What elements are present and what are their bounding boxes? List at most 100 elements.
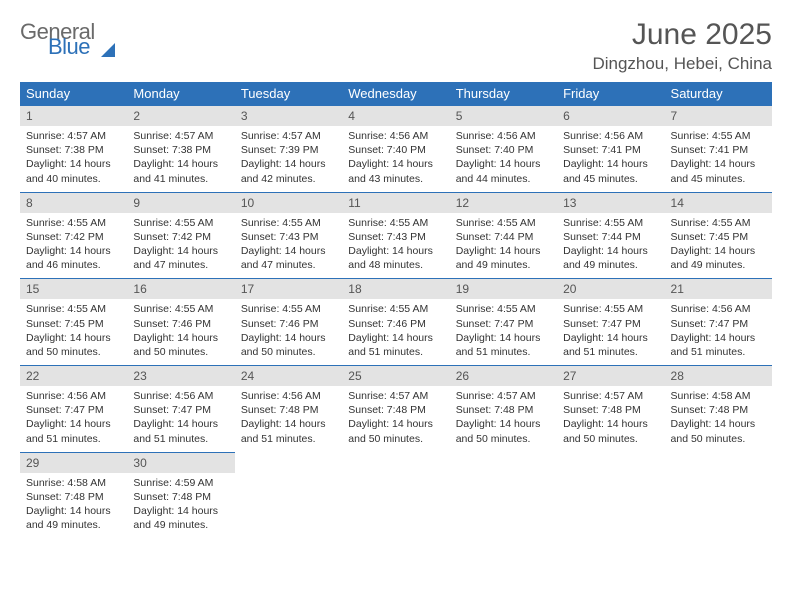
sunrise-text: Sunrise: 4:55 AM (348, 302, 443, 316)
calendar-cell: 18Sunrise: 4:55 AMSunset: 7:46 PMDayligh… (342, 278, 449, 365)
sunrise-text: Sunrise: 4:56 AM (348, 129, 443, 143)
day-details: Sunrise: 4:55 AMSunset: 7:46 PMDaylight:… (127, 299, 234, 365)
sunset-text: Sunset: 7:43 PM (348, 230, 443, 244)
sunset-text: Sunset: 7:48 PM (241, 403, 336, 417)
day-details: Sunrise: 4:55 AMSunset: 7:47 PMDaylight:… (557, 299, 664, 365)
sunrise-text: Sunrise: 4:56 AM (563, 129, 658, 143)
daylight-text: Daylight: 14 hours and 51 minutes. (671, 331, 766, 359)
sunset-text: Sunset: 7:38 PM (133, 143, 228, 157)
daylight-text: Daylight: 14 hours and 40 minutes. (26, 157, 121, 185)
sunrise-text: Sunrise: 4:56 AM (26, 389, 121, 403)
daylight-text: Daylight: 14 hours and 41 minutes. (133, 157, 228, 185)
title-block: June 2025 Dingzhou, Hebei, China (592, 18, 772, 74)
day-details: Sunrise: 4:55 AMSunset: 7:42 PMDaylight:… (20, 213, 127, 279)
sunset-text: Sunset: 7:48 PM (133, 490, 228, 504)
calendar-cell: 12Sunrise: 4:55 AMSunset: 7:44 PMDayligh… (450, 192, 557, 279)
calendar-cell: 17Sunrise: 4:55 AMSunset: 7:46 PMDayligh… (235, 278, 342, 365)
day-details: Sunrise: 4:59 AMSunset: 7:48 PMDaylight:… (127, 473, 234, 539)
day-number: 20 (557, 278, 664, 299)
sunset-text: Sunset: 7:44 PM (456, 230, 551, 244)
day-number: 26 (450, 365, 557, 386)
day-details: Sunrise: 4:56 AMSunset: 7:47 PMDaylight:… (127, 386, 234, 452)
daylight-text: Daylight: 14 hours and 50 minutes. (563, 417, 658, 445)
day-number: 8 (20, 192, 127, 213)
calendar-week: 22Sunrise: 4:56 AMSunset: 7:47 PMDayligh… (20, 365, 772, 452)
daylight-text: Daylight: 14 hours and 49 minutes. (26, 504, 121, 532)
day-details: Sunrise: 4:57 AMSunset: 7:48 PMDaylight:… (450, 386, 557, 452)
day-number: 11 (342, 192, 449, 213)
daylight-text: Daylight: 14 hours and 47 minutes. (241, 244, 336, 272)
calendar-body: 1Sunrise: 4:57 AMSunset: 7:38 PMDaylight… (20, 105, 772, 538)
weekday-header: Saturday (665, 82, 772, 105)
calendar-cell: 3Sunrise: 4:57 AMSunset: 7:39 PMDaylight… (235, 105, 342, 192)
weekday-header: Monday (127, 82, 234, 105)
sunset-text: Sunset: 7:43 PM (241, 230, 336, 244)
daylight-text: Daylight: 14 hours and 49 minutes. (671, 244, 766, 272)
sunset-text: Sunset: 7:46 PM (241, 317, 336, 331)
daylight-text: Daylight: 14 hours and 51 minutes. (26, 417, 121, 445)
sunrise-text: Sunrise: 4:55 AM (26, 302, 121, 316)
daylight-text: Daylight: 14 hours and 50 minutes. (348, 417, 443, 445)
daylight-text: Daylight: 14 hours and 45 minutes. (563, 157, 658, 185)
day-number: 10 (235, 192, 342, 213)
day-details: Sunrise: 4:56 AMSunset: 7:40 PMDaylight:… (450, 126, 557, 192)
day-details: Sunrise: 4:56 AMSunset: 7:41 PMDaylight:… (557, 126, 664, 192)
day-number: 15 (20, 278, 127, 299)
sunrise-text: Sunrise: 4:57 AM (241, 129, 336, 143)
calendar-cell: 13Sunrise: 4:55 AMSunset: 7:44 PMDayligh… (557, 192, 664, 279)
calendar-cell: 4Sunrise: 4:56 AMSunset: 7:40 PMDaylight… (342, 105, 449, 192)
daylight-text: Daylight: 14 hours and 46 minutes. (26, 244, 121, 272)
day-details: Sunrise: 4:56 AMSunset: 7:40 PMDaylight:… (342, 126, 449, 192)
sunrise-text: Sunrise: 4:57 AM (456, 389, 551, 403)
calendar-cell: 7Sunrise: 4:55 AMSunset: 7:41 PMDaylight… (665, 105, 772, 192)
daylight-text: Daylight: 14 hours and 50 minutes. (671, 417, 766, 445)
sunrise-text: Sunrise: 4:58 AM (671, 389, 766, 403)
day-details: Sunrise: 4:55 AMSunset: 7:43 PMDaylight:… (342, 213, 449, 279)
day-details: Sunrise: 4:58 AMSunset: 7:48 PMDaylight:… (665, 386, 772, 452)
weekday-header: Friday (557, 82, 664, 105)
daylight-text: Daylight: 14 hours and 50 minutes. (133, 331, 228, 359)
weekday-header: Wednesday (342, 82, 449, 105)
day-number: 3 (235, 105, 342, 126)
daylight-text: Daylight: 14 hours and 51 minutes. (456, 331, 551, 359)
calendar-cell (342, 452, 449, 539)
sunset-text: Sunset: 7:48 PM (563, 403, 658, 417)
sunset-text: Sunset: 7:45 PM (26, 317, 121, 331)
calendar-cell: 22Sunrise: 4:56 AMSunset: 7:47 PMDayligh… (20, 365, 127, 452)
sunrise-text: Sunrise: 4:55 AM (241, 302, 336, 316)
calendar-cell (235, 452, 342, 539)
daylight-text: Daylight: 14 hours and 51 minutes. (241, 417, 336, 445)
sunset-text: Sunset: 7:44 PM (563, 230, 658, 244)
day-number: 2 (127, 105, 234, 126)
sunrise-text: Sunrise: 4:57 AM (563, 389, 658, 403)
sunrise-text: Sunrise: 4:55 AM (456, 302, 551, 316)
sunset-text: Sunset: 7:42 PM (26, 230, 121, 244)
calendar-week: 1Sunrise: 4:57 AMSunset: 7:38 PMDaylight… (20, 105, 772, 192)
day-number: 29 (20, 452, 127, 473)
calendar-cell (450, 452, 557, 539)
calendar-week: 15Sunrise: 4:55 AMSunset: 7:45 PMDayligh… (20, 278, 772, 365)
day-number: 16 (127, 278, 234, 299)
sunrise-text: Sunrise: 4:57 AM (348, 389, 443, 403)
sunset-text: Sunset: 7:46 PM (348, 317, 443, 331)
sunset-text: Sunset: 7:41 PM (671, 143, 766, 157)
sunrise-text: Sunrise: 4:55 AM (671, 129, 766, 143)
day-details: Sunrise: 4:55 AMSunset: 7:44 PMDaylight:… (450, 213, 557, 279)
sunrise-text: Sunrise: 4:55 AM (563, 302, 658, 316)
daylight-text: Daylight: 14 hours and 51 minutes. (563, 331, 658, 359)
day-number: 25 (342, 365, 449, 386)
day-number: 1 (20, 105, 127, 126)
day-details: Sunrise: 4:55 AMSunset: 7:44 PMDaylight:… (557, 213, 664, 279)
calendar-cell (557, 452, 664, 539)
calendar-week: 8Sunrise: 4:55 AMSunset: 7:42 PMDaylight… (20, 192, 772, 279)
day-details: Sunrise: 4:55 AMSunset: 7:47 PMDaylight:… (450, 299, 557, 365)
calendar-cell: 19Sunrise: 4:55 AMSunset: 7:47 PMDayligh… (450, 278, 557, 365)
sunset-text: Sunset: 7:48 PM (348, 403, 443, 417)
day-number: 18 (342, 278, 449, 299)
sunrise-text: Sunrise: 4:56 AM (241, 389, 336, 403)
day-number: 21 (665, 278, 772, 299)
location: Dingzhou, Hebei, China (592, 54, 772, 74)
month-title: June 2025 (592, 18, 772, 52)
sunrise-text: Sunrise: 4:56 AM (456, 129, 551, 143)
daylight-text: Daylight: 14 hours and 45 minutes. (671, 157, 766, 185)
